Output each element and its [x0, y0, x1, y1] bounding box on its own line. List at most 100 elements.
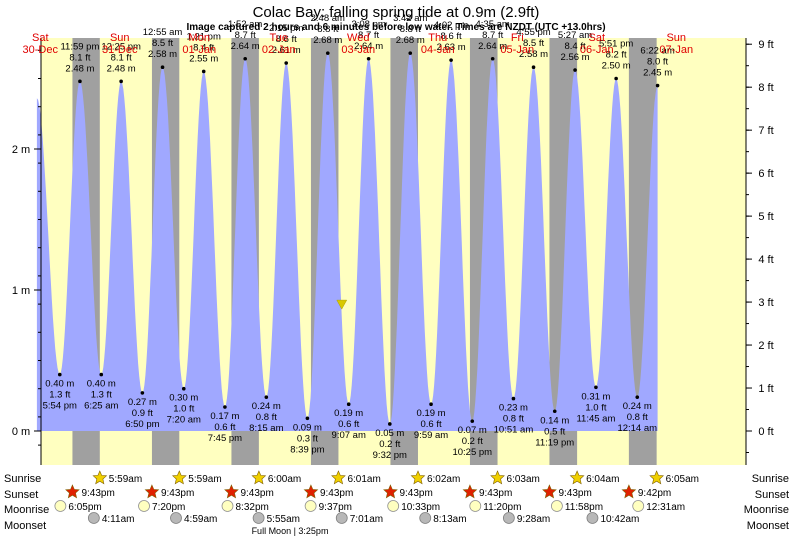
high-ft: 8.5 ft	[152, 38, 173, 49]
left-tick-label: 1 m	[12, 285, 30, 297]
low-ft: 1.3 ft	[49, 390, 70, 401]
low-time: 7:20 am	[167, 415, 201, 426]
low-time: 8:39 pm	[290, 444, 324, 455]
moonset-time: 10:42am	[600, 514, 639, 525]
right-tick-label: 7 ft	[758, 125, 773, 137]
low-time: 10:25 pm	[452, 447, 492, 458]
sunset-star-icon	[542, 484, 557, 499]
low-ft: 0.6 ft	[214, 422, 235, 433]
sunset-time: 9:42pm	[638, 488, 671, 499]
sunset-time: 9:43pm	[558, 488, 591, 499]
right-tick-label: 5 ft	[758, 211, 773, 223]
day-name: Thu	[428, 32, 447, 44]
low-ft: 0.8 ft	[627, 412, 648, 423]
extremum-point	[594, 385, 598, 390]
high-time: 2:48 am	[311, 13, 345, 24]
sunrise-time: 6:04am	[586, 474, 619, 485]
extremum-point	[366, 56, 371, 61]
sunset-time: 9:43pm	[81, 488, 114, 499]
high-time: 3:08 pm	[351, 19, 385, 30]
extremum-point	[388, 422, 392, 426]
sunrise-star-icon	[92, 470, 108, 485]
sunrise-time: 5:59am	[109, 474, 142, 485]
moonrise-moon-icon	[469, 500, 482, 512]
high-m: 2.64 m	[354, 41, 383, 52]
extremum-point	[325, 51, 330, 55]
high-ft: 8.4 ft	[193, 42, 214, 53]
high-time: 1:21 pm	[187, 31, 221, 42]
moonrise-time: 7:20pm	[152, 502, 185, 513]
high-ft: 8.4 ft	[564, 41, 585, 52]
low-time: 8:15 am	[249, 423, 283, 434]
extremum-point	[552, 409, 557, 414]
low-ft: 1.0 ft	[585, 402, 606, 413]
low-time: 11:45 am	[576, 413, 615, 424]
moonset-time: 7:01am	[350, 514, 383, 525]
high-m: 2.55 m	[189, 53, 218, 64]
extremum-point	[470, 419, 475, 423]
extremum-point	[140, 391, 145, 395]
moonrise-time: 11:20pm	[483, 502, 521, 513]
high-time: 4:35 am	[476, 19, 510, 30]
right-tick-label: 0 ft	[758, 426, 773, 438]
moonset-time: 8:13am	[433, 514, 466, 525]
low-time: 9:59 am	[414, 430, 448, 441]
sunrise-time: 6:03am	[507, 474, 540, 485]
moonset-time: 4:11am	[102, 514, 135, 525]
day-date: 07-Jan	[659, 44, 693, 56]
moonrise-moon-icon	[221, 500, 234, 512]
sunset-time: 9:43pm	[320, 488, 353, 499]
astronomy-rows: Sunrise Sunrise Sunset Sunset Moonrise Moonri…	[4, 470, 789, 536]
high-m: 2.61 m	[272, 45, 301, 56]
high-ft: 8.7 ft	[235, 30, 256, 41]
sunrise-time: 6:01am	[347, 474, 380, 485]
right-tick-label: 2 ft	[758, 340, 773, 352]
extremum-point	[305, 416, 310, 421]
axes: 0 m 1 m 2 m 0 ft 1 ft 2 ft 3 ft 4 ft 5 ft 6 ft 7 f…	[12, 38, 774, 465]
extremum-point	[181, 386, 186, 391]
sunrise-star-icon	[171, 470, 187, 485]
extremum-point	[490, 56, 495, 61]
current-level-marker	[336, 299, 348, 310]
left-tick-label: 0 m	[12, 426, 30, 438]
day-date: 02-Jan	[262, 44, 296, 56]
day-date: 31-Dec	[102, 44, 138, 56]
high-m: 2.48 m	[107, 63, 136, 74]
high-m: 2.64 m	[478, 41, 507, 52]
moonrise-time: 11:58pm	[565, 502, 603, 513]
sunrise-star-icon	[251, 470, 267, 485]
high-m: 2.48 m	[65, 63, 94, 74]
high-ft: 8.6 ft	[441, 31, 462, 42]
low-m: 0.31 m	[581, 391, 610, 402]
moonrise-moon-icon	[387, 500, 400, 512]
extremum-point	[57, 372, 62, 377]
row-label-right-moonset: Moonset	[747, 520, 789, 532]
right-tick-label: 1 ft	[758, 383, 773, 395]
high-time: 1:52 am	[228, 19, 262, 30]
sunset-star-icon	[65, 484, 80, 499]
day-name: Tue	[269, 32, 288, 44]
moonrise-time: 12:31am	[646, 502, 685, 513]
sunrise-star-icon	[331, 470, 346, 485]
extremum-point	[160, 65, 165, 70]
sunrise-time: 6:02am	[427, 474, 460, 485]
low-ft: 0.8 ft	[256, 412, 277, 423]
extremum-point	[243, 56, 247, 61]
extremum-point	[429, 402, 433, 407]
high-m: 2.58 m	[519, 49, 548, 60]
moonrise-time: 8:32pm	[236, 502, 269, 513]
high-time: 12:25 pm	[101, 41, 141, 52]
sunset-time: 9:43pm	[479, 488, 512, 499]
sunset-time: 9:43pm	[399, 488, 432, 499]
high-time: 5:27 am	[558, 30, 592, 41]
extremum-point	[78, 79, 82, 84]
sunrise-time: 6:05am	[666, 474, 699, 485]
moonset-moon-icon	[586, 512, 599, 524]
moonrise-time: 10:33pm	[401, 502, 440, 513]
low-ft: 0.6 ft	[338, 419, 359, 430]
high-ft: 8.7 ft	[358, 30, 379, 41]
extremum-point	[511, 396, 516, 401]
low-ft: 0.2 ft	[462, 436, 483, 447]
